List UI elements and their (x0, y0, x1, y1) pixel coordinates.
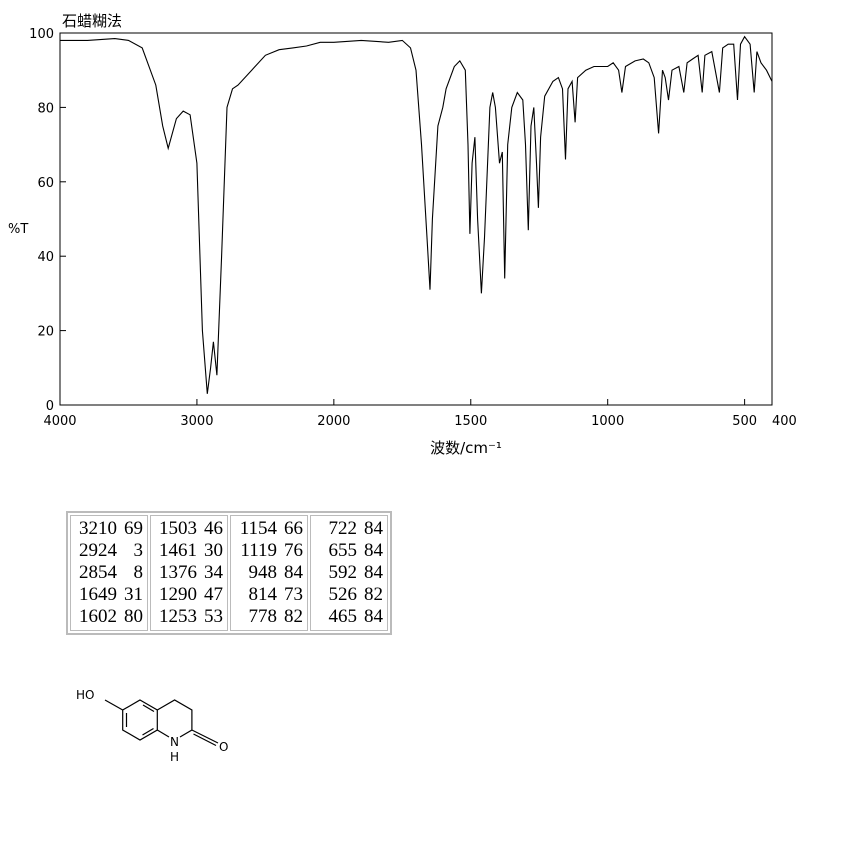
table-line: 1290 47 (155, 584, 223, 606)
transmittance: 84 (364, 518, 383, 539)
wavenumber: 948 (248, 562, 278, 583)
y-tick-label: 80 (37, 101, 54, 116)
bonds (104, 699, 219, 747)
wavenumber: 2854 (79, 562, 117, 583)
wavenumber: 1602 (79, 606, 117, 627)
table-line: 1119 76 (235, 540, 303, 562)
transmittance: 76 (284, 540, 303, 561)
x-tick-label: 2000 (317, 414, 350, 429)
table-line: 592 84 (315, 562, 384, 584)
transmittance: 73 (284, 584, 303, 605)
wavenumber: 814 (248, 584, 278, 605)
plot-frame (59, 32, 773, 406)
wavenumber: 1119 (240, 540, 277, 561)
table-line: 948 84 (235, 562, 304, 584)
table-line: 465 84 (315, 606, 384, 628)
table-column: 1154 66 1119 76 948 84 814 73 778 82 (230, 515, 308, 631)
wavenumber: 655 (328, 540, 358, 561)
y-tick-label: 0 (46, 399, 54, 414)
transmittance: 84 (364, 606, 383, 627)
transmittance: 8 (133, 562, 144, 583)
wavenumber: 3210 (79, 518, 117, 539)
y-tick-label: 20 (37, 325, 54, 340)
transmittance: 69 (124, 518, 143, 539)
chart-title: 石蜡糊法 (62, 12, 122, 30)
x-tick-label: 3000 (180, 414, 213, 429)
transmittance: 80 (124, 606, 143, 627)
table-column: 3210 69 2924 3 2854 8 1649 31 1602 80 (70, 515, 148, 631)
table-line: 526 82 (315, 584, 384, 606)
y-tick-label: 60 (37, 176, 54, 191)
transmittance: 84 (364, 562, 383, 583)
transmittance: 31 (124, 584, 143, 605)
table-line: 1253 53 (155, 606, 223, 628)
transmittance: 82 (364, 584, 383, 605)
transmittance: 47 (204, 584, 223, 605)
table-line: 1461 30 (155, 540, 223, 562)
wavenumber: 465 (328, 606, 358, 627)
table-line: 1602 80 (75, 606, 143, 628)
table-line: 655 84 (315, 540, 384, 562)
x-axis-label: 波数/cm⁻¹ (430, 439, 502, 457)
wavenumber: 1290 (159, 584, 197, 605)
chart: 石蜡糊法 %T 波数/cm⁻¹ 0 20 40 60 80 100 4000 3000 2000… (8, 12, 797, 457)
wavenumber: 778 (248, 606, 278, 627)
wavenumber: 526 (328, 584, 358, 605)
transmittance: 84 (364, 540, 383, 561)
table-line: 1503 46 (155, 518, 223, 540)
atom-label: O (219, 740, 228, 754)
x-tick-label: 4000 (43, 414, 76, 429)
transmittance: 30 (204, 540, 223, 561)
transmittance: 3 (133, 540, 144, 561)
transmittance: 66 (284, 518, 303, 539)
y-tick-label: 100 (29, 27, 54, 42)
table-line: 722 84 (315, 518, 384, 540)
transmittance: 46 (204, 518, 223, 539)
wavenumber: 1376 (159, 562, 197, 583)
x-tick-label: 500 (732, 414, 757, 429)
table-row: 3210 69 2924 3 2854 8 1649 31 1602 80 1503 46 1461 30… (70, 515, 388, 631)
wavenumber: 1154 (239, 518, 277, 539)
wavenumber: 1461 (159, 540, 197, 561)
x-tick-label: 1500 (454, 414, 487, 429)
peak-table: 3210 69 2924 3 2854 8 1649 31 1602 80 1503 46 1461 30… (66, 511, 392, 635)
structure: HO N H O (76, 688, 228, 764)
table-line: 1376 34 (155, 562, 223, 584)
atom-label: H (170, 750, 179, 764)
transmittance: 53 (204, 606, 223, 627)
transmittance: 82 (284, 606, 303, 627)
table-column: 722 84 655 84 592 84 526 82 465 84 (310, 515, 388, 631)
table-line: 1649 31 (75, 584, 143, 606)
table-column: 1503 46 1461 30 1376 34 1290 47 1253 53 (150, 515, 228, 631)
wavenumber: 592 (328, 562, 358, 583)
x-tick-label: 400 (772, 414, 797, 429)
table-line: 814 73 (235, 584, 304, 606)
atom-label: N (170, 735, 179, 749)
wavenumber: 722 (328, 518, 358, 539)
x-tick-label: 1000 (591, 414, 624, 429)
atom-label: HO (76, 688, 94, 702)
transmittance: 34 (204, 562, 223, 583)
wavenumber: 1253 (159, 606, 197, 627)
table-line: 1154 66 (235, 518, 303, 540)
table-line: 2854 8 (75, 562, 143, 584)
transmittance: 84 (284, 562, 303, 583)
wavenumber: 1649 (79, 584, 117, 605)
wavenumber: 2924 (79, 540, 117, 561)
table-line: 778 82 (235, 606, 304, 628)
spectrum-line (60, 35, 773, 394)
wavenumber: 1503 (159, 518, 197, 539)
table-line: 2924 3 (75, 540, 143, 562)
y-axis-label: %T (8, 222, 28, 237)
y-tick-label: 40 (37, 250, 54, 265)
table-line: 3210 69 (75, 518, 143, 540)
